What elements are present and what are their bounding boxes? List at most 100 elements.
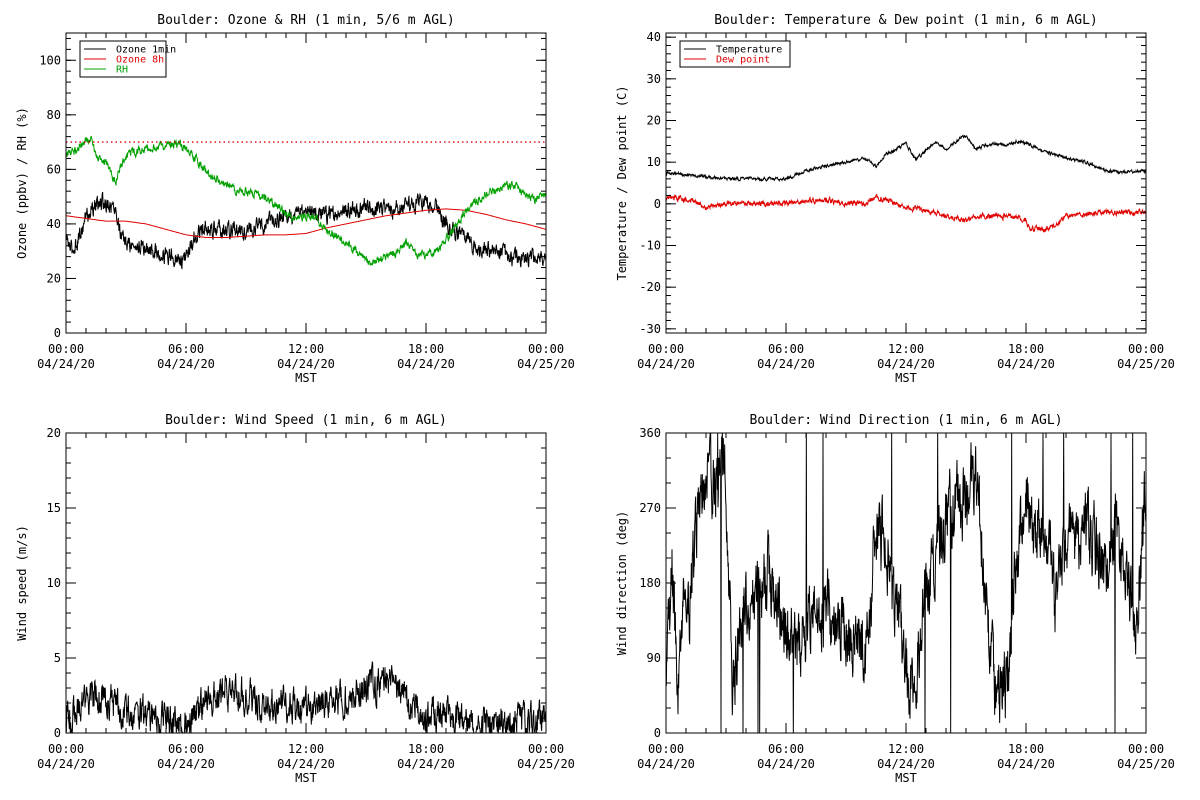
legend-label: Temperature: [716, 45, 782, 56]
chart-title: Boulder: Temperature & Dew point (1 min,…: [714, 13, 1098, 28]
plot-frame: [665, 432, 1147, 734]
x-tick-label: 12:00: [888, 342, 924, 356]
chart-title: Boulder: Ozone & RH (1 min, 5/6 m AGL): [157, 13, 454, 28]
x-axis-label: MST: [295, 771, 317, 785]
x-tick-label: 18:00: [1008, 342, 1044, 356]
x-tick-date: 04/24/20: [757, 357, 815, 371]
x-tick-date: 04/24/20: [757, 757, 815, 771]
x-tick-date: 04/24/20: [37, 357, 95, 371]
plot-frame: [665, 32, 1147, 334]
x-tick-date: 04/24/20: [997, 357, 1055, 371]
y-tick-label: 360: [639, 426, 661, 440]
chart-title: Boulder: Wind Direction (1 min, 6 m AGL): [749, 413, 1062, 428]
y-tick-label: 60: [47, 162, 61, 176]
x-tick-date: 04/24/20: [277, 357, 335, 371]
x-tick-label: 00:00: [648, 342, 684, 356]
series-dew-point: [666, 193, 1146, 233]
plot-area: [666, 134, 1146, 233]
series-rh: [66, 135, 546, 266]
x-tick-label: 18:00: [408, 342, 444, 356]
y-tick-label: 90: [647, 651, 661, 665]
y-tick-label: 10: [47, 576, 61, 590]
x-tick-date: 04/24/20: [637, 757, 695, 771]
x-tick-label: 12:00: [288, 742, 324, 756]
x-tick-date: 04/24/20: [877, 357, 935, 371]
x-tick-label: 12:00: [288, 342, 324, 356]
y-tick-label: 20: [47, 271, 61, 285]
y-tick-label: 0: [654, 726, 661, 740]
series-ozone-1min: [66, 191, 546, 270]
x-axis-label: MST: [895, 371, 917, 385]
y-tick-label: 0: [54, 726, 61, 740]
x-tick-date: 04/25/20: [517, 757, 575, 771]
legend-label: RH: [116, 65, 128, 76]
y-axis-label: Temperature / Dew point (C): [615, 85, 629, 280]
y-tick-label: -10: [639, 239, 661, 253]
x-tick-label: 00:00: [48, 742, 84, 756]
x-tick-label: 00:00: [528, 742, 564, 756]
y-tick-label: 15: [47, 501, 61, 515]
y-tick-label: 40: [47, 217, 61, 231]
y-tick-label: 20: [47, 426, 61, 440]
x-tick-date: 04/24/20: [37, 757, 95, 771]
x-tick-label: 06:00: [768, 342, 804, 356]
plot-frame: [65, 32, 547, 334]
legend-label: Dew point: [716, 55, 770, 66]
x-tick-date: 04/24/20: [157, 357, 215, 371]
chart-wind_speed: Boulder: Wind Speed (1 min, 6 m AGL) 0 5 10…: [15, 413, 575, 785]
series-line: [666, 433, 1146, 733]
y-tick-label: 20: [647, 114, 661, 128]
x-tick-date: 04/24/20: [397, 757, 455, 771]
y-axis-label: Ozone (ppbv) / RH (%): [15, 107, 29, 259]
x-tick-date: 04/24/20: [277, 757, 335, 771]
y-tick-label: -20: [639, 280, 661, 294]
y-tick-label: 180: [639, 576, 661, 590]
series-ozone-8h: [66, 208, 546, 239]
y-tick-label: 5: [54, 651, 61, 665]
chart-temp_dew: Boulder: Temperature & Dew point (1 min,…: [615, 13, 1175, 385]
x-tick-label: 06:00: [168, 342, 204, 356]
x-axis-label: MST: [895, 771, 917, 785]
x-tick-date: 04/24/20: [877, 757, 935, 771]
y-axis-label: Wind direction (deg): [615, 511, 629, 656]
plot-area: [666, 433, 1146, 733]
chart-ozone_rh: Boulder: Ozone & RH (1 min, 5/6 m AGL) 0 2…: [15, 13, 575, 385]
y-tick-label: 0: [54, 326, 61, 340]
x-tick-label: 00:00: [648, 742, 684, 756]
y-tick-label: 0: [654, 197, 661, 211]
x-tick-label: 18:00: [1008, 742, 1044, 756]
x-tick-label: 00:00: [1128, 342, 1164, 356]
legend-label: Ozone 1min: [116, 45, 176, 56]
y-tick-label: -30: [639, 322, 661, 336]
x-tick-label: 18:00: [408, 742, 444, 756]
x-tick-label: 12:00: [888, 742, 924, 756]
y-tick-label: 270: [639, 501, 661, 515]
y-axis-label: Wind speed (m/s): [15, 525, 29, 641]
x-tick-date: 04/24/20: [637, 357, 695, 371]
x-axis-label: MST: [295, 371, 317, 385]
y-tick-label: 10: [647, 155, 661, 169]
x-tick-label: 00:00: [1128, 742, 1164, 756]
plot-area: [66, 661, 546, 733]
legend-box: [679, 40, 791, 68]
y-tick-label: 40: [647, 30, 661, 44]
x-tick-label: 00:00: [528, 342, 564, 356]
x-tick-date: 04/25/20: [517, 357, 575, 371]
legend-label: Ozone 8h: [116, 55, 164, 66]
x-tick-label: 06:00: [168, 742, 204, 756]
y-tick-label: 30: [647, 72, 661, 86]
y-tick-label: 100: [39, 53, 61, 67]
x-tick-date: 04/25/20: [1117, 757, 1175, 771]
plot-area: [66, 135, 546, 270]
x-tick-date: 04/24/20: [397, 357, 455, 371]
chart-title: Boulder: Wind Speed (1 min, 6 m AGL): [165, 413, 447, 428]
series-temperature: [666, 134, 1146, 183]
series-line: [66, 661, 546, 733]
x-tick-date: 04/24/20: [997, 757, 1055, 771]
x-tick-date: 04/24/20: [157, 757, 215, 771]
chart-wind_dir: Boulder: Wind Direction (1 min, 6 m AGL)…: [615, 413, 1175, 785]
x-tick-label: 00:00: [48, 342, 84, 356]
